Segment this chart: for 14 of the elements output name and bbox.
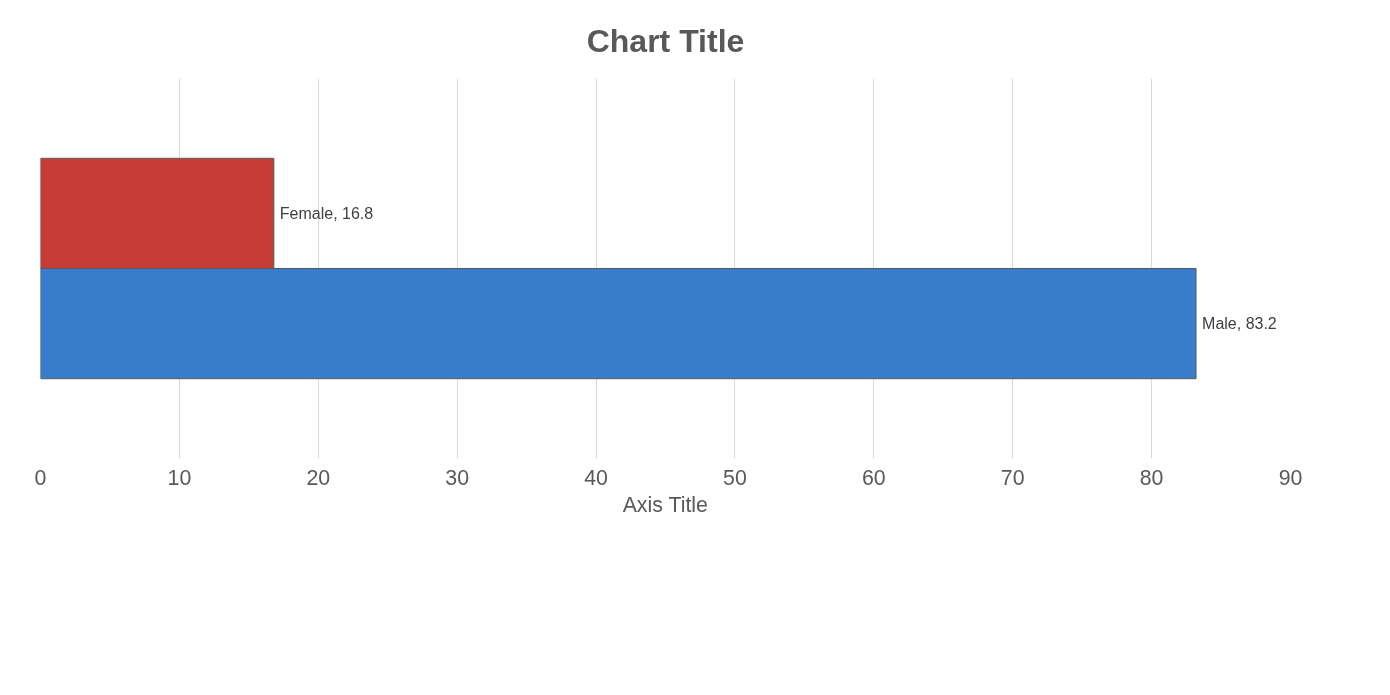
x-tick-label: 20 (306, 465, 331, 490)
x-tick-label: 70 (1000, 465, 1025, 490)
text: Female, 16.8 (279, 204, 374, 222)
x-tick-label: 40 (584, 465, 609, 490)
x-tick-label: 90 (1278, 465, 1303, 490)
x-tick-label: 80 (1139, 465, 1164, 490)
x-axis-title: Axis Title (622, 492, 708, 517)
x-tick-label: 30 (445, 465, 470, 490)
x-tick-label: 0 (34, 465, 47, 490)
x-tick-label: 60 (861, 465, 886, 490)
text: Male, 83.2 (1202, 315, 1277, 333)
x-tick-label: 10 (167, 465, 192, 490)
x-tick-label: 50 (723, 465, 747, 490)
chart-title: Chart Title (586, 22, 745, 59)
